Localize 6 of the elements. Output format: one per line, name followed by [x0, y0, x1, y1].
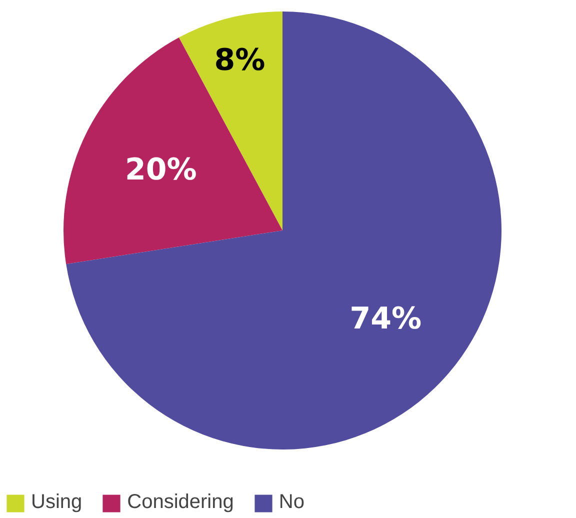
data-label: 8%: [214, 43, 266, 78]
data-label: 74%: [350, 301, 422, 336]
data-label: 20%: [125, 152, 197, 188]
legend-label: Considering: [127, 491, 234, 514]
legend-label: Using: [31, 491, 82, 514]
legend-label: No: [278, 491, 304, 514]
